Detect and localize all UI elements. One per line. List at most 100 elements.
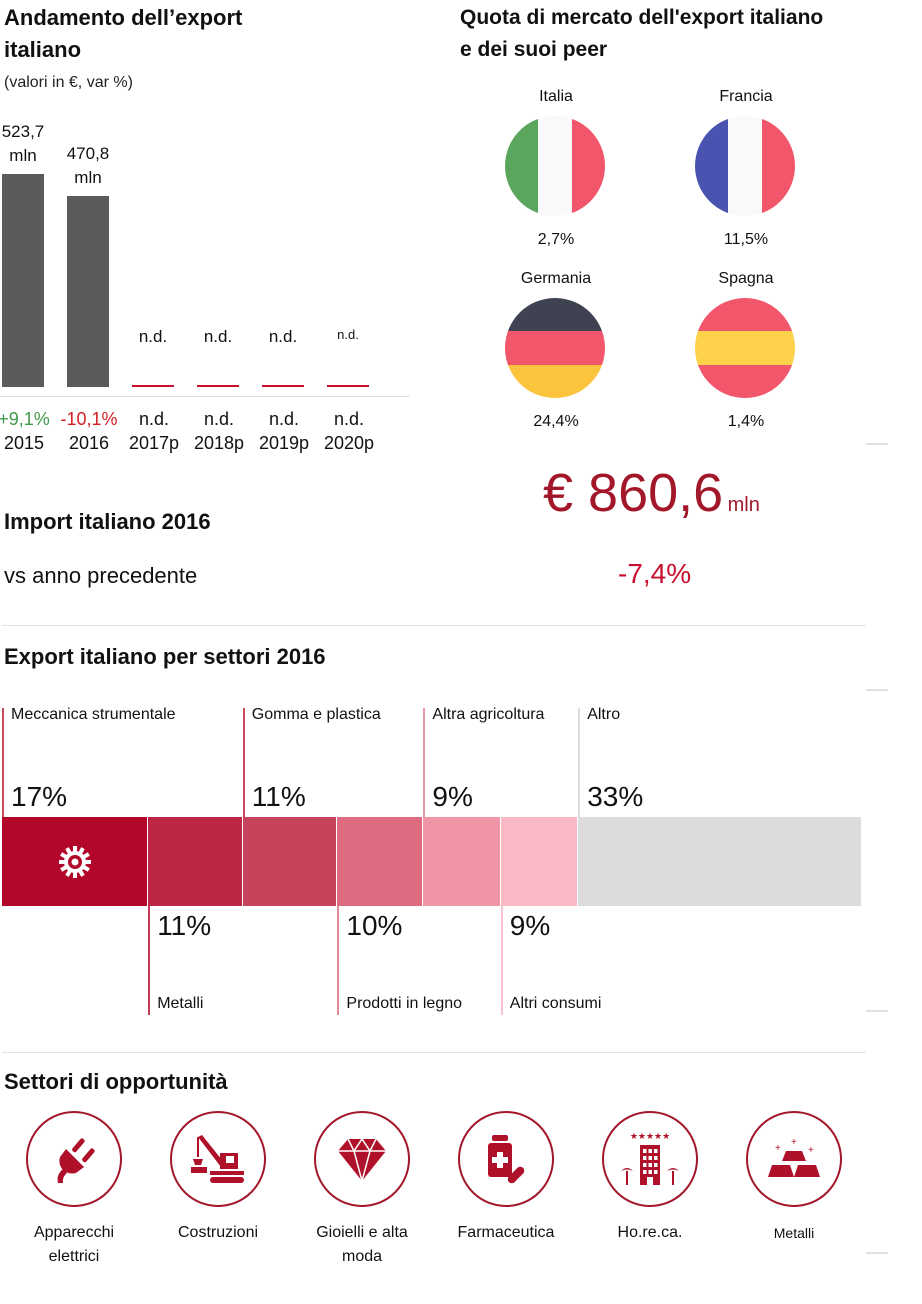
sector-segment <box>423 817 501 906</box>
year-tick-label: 2017p <box>128 433 180 453</box>
import-change: -7,4% <box>618 558 692 589</box>
flag-francia-icon <box>695 116 795 216</box>
sector-pct: 17% <box>11 781 68 812</box>
opportunity-item: ★★★★★ Ho.re.ca. <box>580 1111 720 1245</box>
export-trend-title-line2: italiano <box>4 37 82 62</box>
sector-pct: 10% <box>346 910 403 941</box>
svg-text:+: + <box>775 1143 781 1154</box>
flag-stripe <box>538 116 572 216</box>
crane-icon <box>188 1131 248 1187</box>
opportunity-label: Farmaceutica <box>457 1224 555 1241</box>
plug-icon <box>46 1131 102 1187</box>
bar-value-label: 470,8 mln <box>57 142 119 190</box>
sector-connector-line <box>578 708 581 817</box>
change-label: n.d. <box>138 409 170 429</box>
sector-label: Altro <box>587 706 621 723</box>
flag-italia-icon <box>505 116 605 216</box>
sector-label: Prodotti in legno <box>346 995 463 1012</box>
sector-label: Altri consumi <box>509 995 602 1012</box>
sector-connector-line <box>242 708 245 817</box>
flag-stripe <box>505 298 605 332</box>
year-tick-label: 2020p <box>323 433 375 453</box>
opportunity-label: Gioielli e alta moda <box>316 1224 408 1265</box>
bar-2015 <box>2 174 44 387</box>
svg-text:+: + <box>808 1145 814 1156</box>
opportunity-item: Gioielli e alta moda <box>292 1111 432 1269</box>
market-share-value-spagna: 1,4% <box>727 413 765 430</box>
svg-text:+: + <box>791 1137 797 1148</box>
change-label: n.d. <box>268 409 300 429</box>
chart-baseline <box>0 396 410 397</box>
sector-connector-line <box>423 708 426 817</box>
hotel-icon: ★★★★★ <box>620 1129 680 1189</box>
sector-connector-line <box>337 906 340 1015</box>
gold-bars-icon: + + + <box>764 1131 824 1187</box>
country-name-francia: Francia <box>719 88 773 105</box>
year-tick-label: 2016 <box>68 433 110 453</box>
change-label: n.d. <box>333 409 365 429</box>
flag-stripe <box>761 116 795 216</box>
opportunity-label: Costruzioni <box>177 1224 259 1241</box>
opportunity-badge <box>458 1111 554 1207</box>
sector-pct: 11% <box>157 910 212 941</box>
sector-label: Meccanica strumentale <box>11 706 176 723</box>
import-value-unit: mln <box>727 494 760 516</box>
export-bar-chart: 523,7 mln +9,1% 2015 470,8 mln -10,1% 2016 n.d. n… <box>0 100 420 470</box>
market-share-value-francia: 11,5% <box>723 231 769 248</box>
bar-value-nd: n.d. <box>203 327 233 346</box>
opportunity-label: Metalli <box>773 1225 815 1241</box>
gear-icon <box>58 845 91 878</box>
flag-stripe <box>505 116 539 216</box>
bar-2019p-nd-line <box>262 385 304 387</box>
bar-2016 <box>67 196 109 387</box>
diamond-icon <box>334 1131 390 1187</box>
sector-pct: 9% <box>509 910 551 941</box>
flag-stripe <box>505 364 605 398</box>
sector-segment <box>2 817 149 906</box>
bar-value: 470,8 <box>66 144 110 163</box>
export-trend-title-line1: Andamento dell’export <box>4 5 243 30</box>
bar-2020p-nd-line <box>327 385 369 387</box>
sector-segment <box>148 817 243 906</box>
market-share-title-line2: e dei suoi peer <box>460 38 608 61</box>
flag-stripe <box>695 116 729 216</box>
medicine-icon <box>478 1131 534 1187</box>
bar-value-label: 523,7 mln <box>0 120 54 168</box>
opportunity-item: Costruzioni <box>148 1111 288 1245</box>
sector-connector-line <box>500 906 503 1015</box>
change-label: +9,1% <box>0 409 50 429</box>
flag-germania-icon <box>505 298 605 398</box>
import-compare-label: vs anno precedente <box>4 563 198 588</box>
country-name-spagna: Spagna <box>718 270 774 287</box>
flag-stripe <box>571 116 605 216</box>
flag-stripe <box>695 298 795 332</box>
opportunity-badge <box>26 1111 122 1207</box>
bar-value-unit: mln <box>9 146 37 165</box>
divider-tick <box>866 443 888 445</box>
flag-spagna-icon <box>695 298 795 398</box>
opportunity-badge: + + + <box>746 1111 842 1207</box>
opportunity-badge <box>314 1111 410 1207</box>
export-trend-title: Andamento dell’export italiano <box>4 2 242 66</box>
import-value: € 860,6 mln <box>543 462 760 524</box>
opportunity-badge: ★★★★★ <box>602 1111 698 1207</box>
year-tick-label: 2015 <box>3 433 45 453</box>
bar-value-nd: n.d. <box>337 327 359 342</box>
divider-tick <box>866 689 888 691</box>
market-share-value-germania: 24,4% <box>533 413 579 430</box>
bar-2018p-nd-line <box>197 385 239 387</box>
sector-pct: 11% <box>251 781 306 812</box>
opportunity-item: Farmaceutica <box>436 1111 576 1245</box>
flag-stripe <box>728 116 762 216</box>
sector-label: Altra agricoltura <box>432 706 545 723</box>
year-tick-label: 2019p <box>258 433 310 453</box>
sector-segment <box>337 817 424 906</box>
sector-segment <box>500 817 579 906</box>
export-trend-subtitle: (valori in €, var %) <box>4 74 133 91</box>
sector-pct: 33% <box>587 781 644 812</box>
change-label: n.d. <box>203 409 235 429</box>
bar-2017p-nd-line <box>132 385 174 387</box>
opportunity-badge <box>170 1111 266 1207</box>
import-value-amount: € 860,6 <box>543 463 724 523</box>
flag-stripe <box>695 331 795 365</box>
